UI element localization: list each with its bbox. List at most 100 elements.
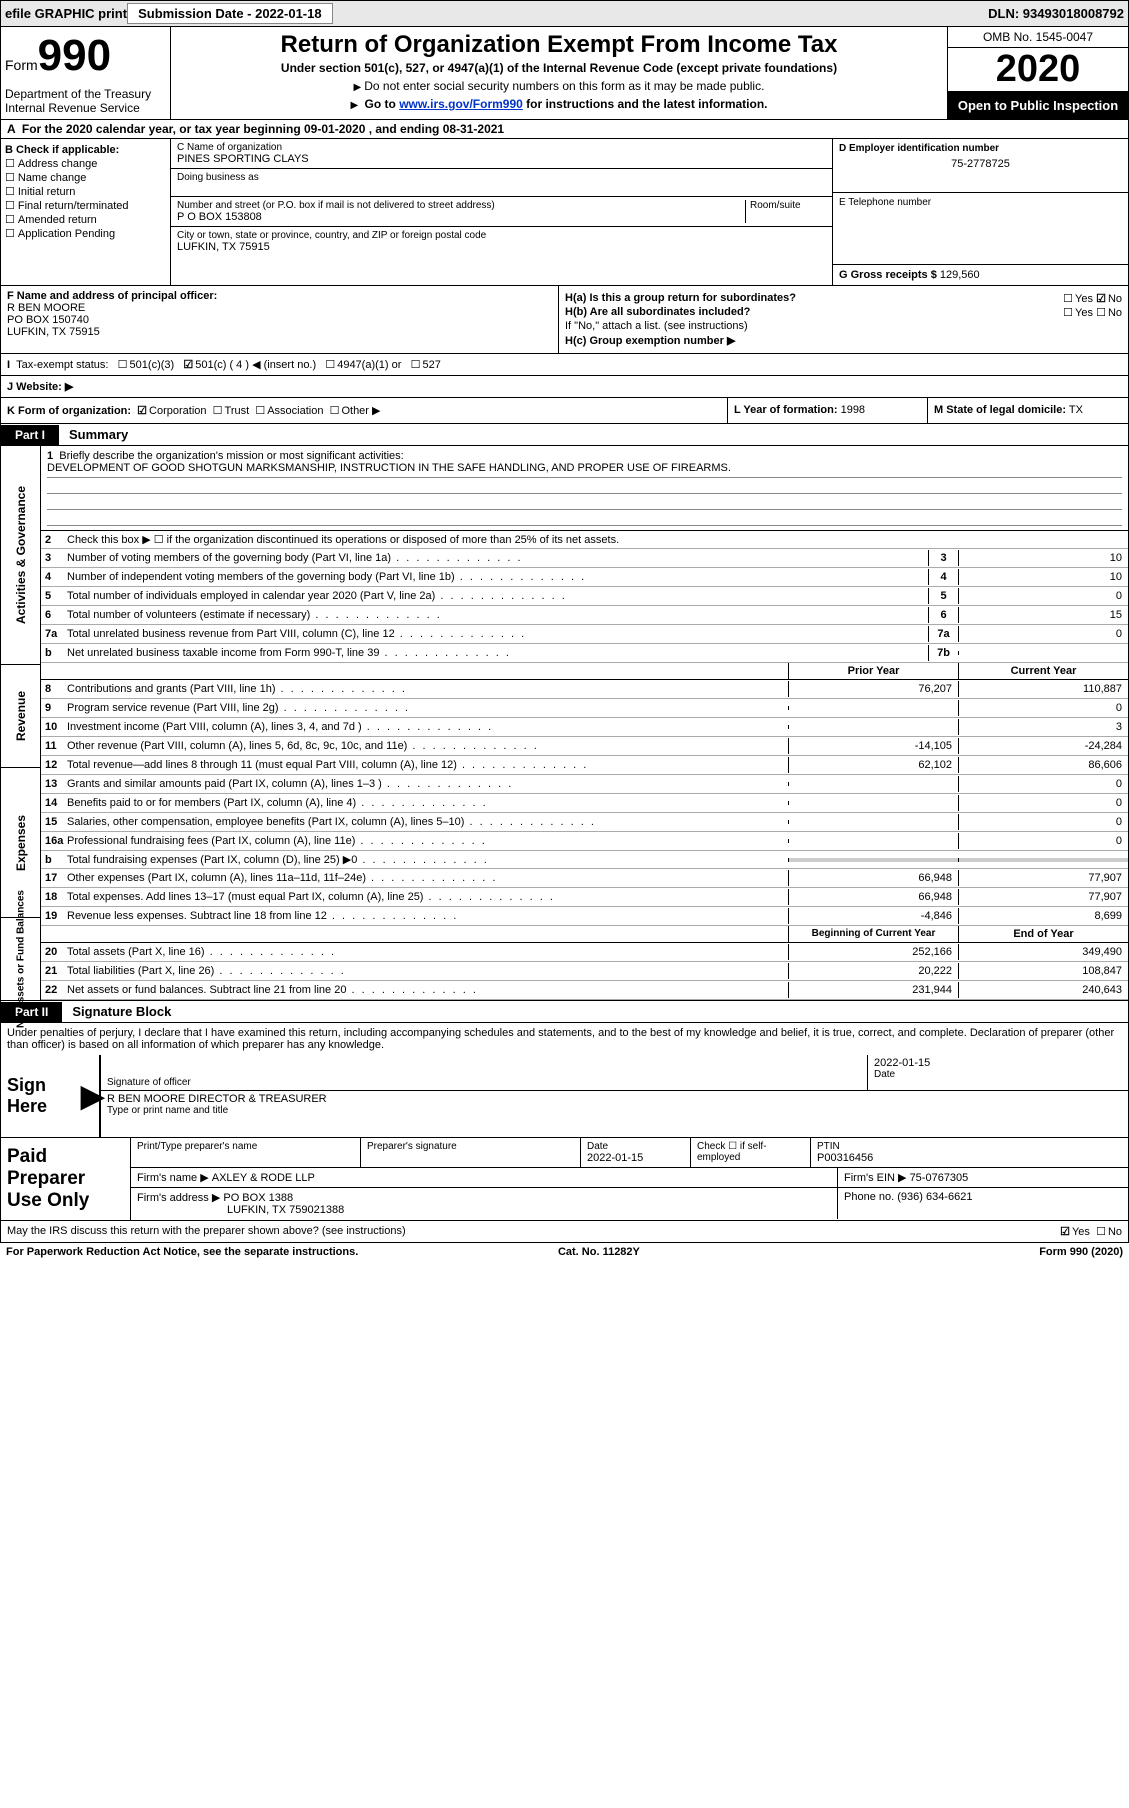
summary-line: bNet unrelated business taxable income f… — [41, 644, 1128, 663]
vlabel-net: Net Assets or Fund Balances — [15, 890, 26, 1028]
header-left: Form990 Department of the Treasury Inter… — [1, 27, 171, 119]
chk-final[interactable]: Final return/terminated — [5, 199, 166, 212]
summary-line: 7aTotal unrelated business revenue from … — [41, 625, 1128, 644]
note-link: Go to www.irs.gov/Form990 for instructio… — [179, 97, 939, 111]
row-a: A For the 2020 calendar year, or tax yea… — [0, 120, 1129, 139]
note2-post: for instructions and the latest informat… — [523, 97, 768, 111]
note-ssn: Do not enter social security numbers on … — [179, 79, 939, 93]
sig-officer-label: Signature of officer — [107, 1077, 861, 1088]
part1-tab: Part I — [1, 425, 59, 445]
chk-amended[interactable]: Amended return — [5, 213, 166, 226]
twocol-header-net: Beginning of Current Year End of Year — [41, 926, 1128, 943]
footer-right: Form 990 (2020) — [1039, 1246, 1123, 1258]
opt-501c3: 501(c)(3) — [130, 359, 175, 371]
org-name-label: C Name of organization — [177, 142, 826, 153]
summary-line: 2Check this box ▶ ☐ if the organization … — [41, 531, 1128, 549]
block-bcd: B Check if applicable: Address change Na… — [0, 139, 1129, 286]
city-label: City or town, state or province, country… — [177, 230, 826, 241]
part2-tab: Part II — [1, 1002, 62, 1022]
website-label: J Website: ▶ — [7, 381, 73, 393]
chk-pending[interactable]: Application Pending — [5, 227, 166, 240]
chk-corp[interactable] — [137, 405, 149, 417]
chk-assoc[interactable] — [255, 405, 267, 417]
summary-line: 16aProfessional fundraising fees (Part I… — [41, 832, 1128, 851]
chk-501c[interactable] — [183, 359, 195, 371]
prep-row2: Firm's name ▶ AXLEY & RODE LLP Firm's EI… — [131, 1168, 1128, 1188]
summary-wrap: Activities & Governance Revenue Expenses… — [0, 446, 1129, 1001]
dba-label: Doing business as — [177, 172, 826, 183]
city-val: LUFKIN, TX 75915 — [177, 241, 826, 253]
mission-block: 1 Briefly describe the organization's mi… — [41, 446, 1128, 531]
prep-row1: Print/Type preparer's name Preparer's si… — [131, 1138, 1128, 1168]
chk-other[interactable] — [330, 405, 342, 417]
tax-year: 2020 — [948, 48, 1128, 92]
irs-link[interactable]: www.irs.gov/Form990 — [399, 97, 523, 111]
summary-line: 15Salaries, other compensation, employee… — [41, 813, 1128, 832]
col-h: H(a) Is this a group return for subordin… — [559, 286, 1128, 353]
discuss-row: May the IRS discuss this return with the… — [1, 1220, 1128, 1242]
beg-year-hdr: Beginning of Current Year — [788, 926, 958, 942]
chk-527[interactable] — [411, 359, 423, 371]
header-mid: Return of Organization Exempt From Incom… — [171, 27, 948, 119]
summary-line: bTotal fundraising expenses (Part IX, co… — [41, 851, 1128, 869]
firm-phone: (936) 634-6621 — [897, 1191, 972, 1203]
mission-num: 1 — [47, 450, 53, 462]
city-cell: City or town, state or province, country… — [171, 227, 832, 256]
ha-line: H(a) Is this a group return for subordin… — [565, 292, 1122, 304]
discuss-no[interactable] — [1096, 1226, 1108, 1238]
summary-line: 10Investment income (Part VIII, column (… — [41, 718, 1128, 737]
chk-4947[interactable] — [325, 359, 337, 371]
summary-line: 4Number of independent voting members of… — [41, 568, 1128, 587]
chk-501c3[interactable] — [118, 359, 130, 371]
discuss-yes[interactable] — [1060, 1226, 1072, 1238]
sig-date-label: Date — [874, 1069, 1122, 1080]
ein-cell: D Employer identification number 75-2778… — [833, 139, 1128, 193]
summary-line: 5Total number of individuals employed in… — [41, 587, 1128, 606]
discuss-no-label: No — [1108, 1226, 1122, 1238]
twocol-header-rev: Prior Year Current Year — [41, 663, 1128, 680]
chk-trust[interactable] — [213, 405, 225, 417]
chk-name[interactable]: Name change — [5, 171, 166, 184]
firm-ein: 75-0767305 — [910, 1172, 969, 1184]
chk-address[interactable]: Address change — [5, 157, 166, 170]
discuss-label: May the IRS discuss this return with the… — [7, 1225, 406, 1238]
prep-date: 2022-01-15 — [587, 1152, 684, 1164]
chk-initial[interactable]: Initial return — [5, 185, 166, 198]
part1-header: Part I Summary — [0, 424, 1129, 446]
ha-no[interactable] — [1096, 293, 1108, 305]
sig-line[interactable] — [107, 1057, 861, 1077]
sign-arrow-icon: ▶ — [81, 1055, 101, 1137]
note2-pre: Go to — [365, 97, 400, 111]
sig-row1: Signature of officer 2022-01-15 Date — [101, 1055, 1128, 1091]
dba-cell: Doing business as — [171, 169, 832, 197]
preparer-label: Paid Preparer Use Only — [1, 1138, 131, 1220]
row-k-state: M State of legal domicile: TX — [928, 398, 1128, 423]
ha-yes[interactable] — [1063, 293, 1075, 305]
block-fgh: F Name and address of principal officer:… — [0, 286, 1129, 354]
year-form-val: 1998 — [841, 404, 865, 416]
mission-label: Briefly describe the organization's miss… — [59, 450, 403, 462]
ha-yes-label: Yes — [1075, 293, 1093, 305]
phone-cell: E Telephone number — [833, 193, 1128, 265]
hb-note: If "No," attach a list. (see instruction… — [565, 320, 1122, 332]
sign-here-label: Sign Here — [1, 1055, 81, 1137]
sign-here: Sign Here ▶ Signature of officer 2022-01… — [1, 1055, 1128, 1137]
firm-addr1: PO BOX 1388 — [223, 1192, 293, 1204]
submission-date-button[interactable]: Submission Date - 2022-01-18 — [127, 3, 333, 24]
opt-corp: Corporation — [149, 405, 206, 417]
officer-addr1: PO BOX 150740 — [7, 314, 552, 326]
signature-block: Under penalties of perjury, I declare th… — [0, 1023, 1129, 1243]
efile-label: efile GRAPHIC print — [5, 6, 127, 21]
hb-yes[interactable] — [1063, 307, 1075, 319]
hb-line: H(b) Are all subordinates included? Yes … — [565, 306, 1122, 318]
discuss-yes-label: Yes — [1072, 1226, 1090, 1238]
sig-date: 2022-01-15 — [874, 1057, 1122, 1069]
summary-line: 18Total expenses. Add lines 13–17 (must … — [41, 888, 1128, 907]
top-bar: efile GRAPHIC print Submission Date - 20… — [0, 0, 1129, 27]
hb-no[interactable] — [1096, 307, 1108, 319]
col-b: B Check if applicable: Address change Na… — [1, 139, 171, 285]
hb-label: H(b) Are all subordinates included? — [565, 306, 750, 318]
prep-h4: Check ☐ if self-employed — [697, 1141, 804, 1163]
row-k: K Form of organization: Corporation Trus… — [0, 398, 1129, 424]
summary-body: 1 Briefly describe the organization's mi… — [41, 446, 1128, 1000]
